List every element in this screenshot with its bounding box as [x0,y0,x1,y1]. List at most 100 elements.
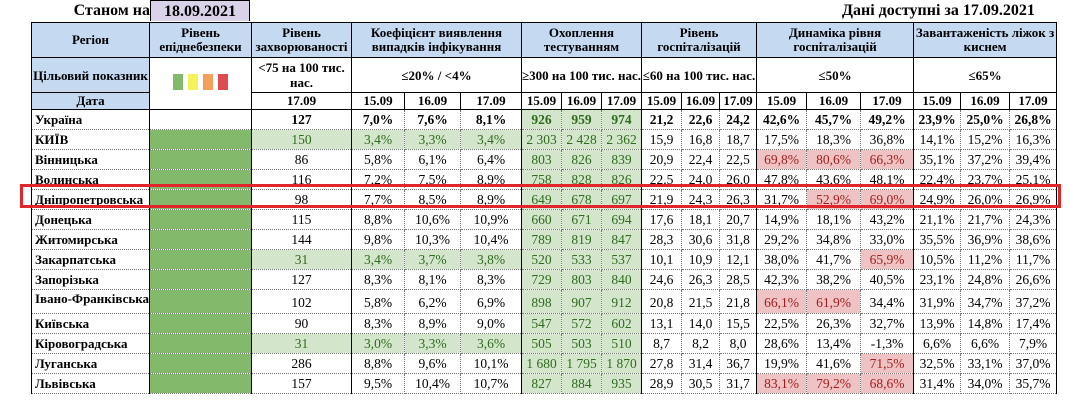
det-value: 9,8% [351,229,405,250]
dyn-value: 41,6% [806,353,862,374]
region-name: Закарпатська [31,249,150,270]
test-value: 926 [521,109,562,130]
test-value: 678 [561,189,602,210]
beds-value: 36,9% [960,229,1011,250]
beds-value: 25,1% [1009,169,1058,190]
region-rows: Україна 127 7,0% 7,6% 8,1% 926 959 974 21,2 22,6 2… [31,109,1058,394]
hosp-value: 24,6 [641,269,683,290]
test-value: 602 [600,313,643,334]
table-row: Волинська 116 7,2% 7,5% 8,9% 758 828 826 22,5 24,… [31,169,1058,190]
dyn-value: 45,7% [806,109,862,130]
region-name: КИЇВ [31,129,150,150]
table-row: Закарпатська 31 3,4% 3,7% 3,8% 520 533 537 10,1 1… [31,249,1058,270]
hosp-value: 36,7 [719,353,758,374]
det-value: 10,4% [460,229,522,250]
test-value: 1 680 [521,353,562,374]
beds-value: 15,2% [960,129,1011,150]
det-value: 3,0% [351,333,405,354]
region-name: Луганська [31,353,150,374]
epi-level-cell [149,269,252,290]
hosp-value: 8,0 [719,333,758,354]
det-value: 10,9% [460,209,522,230]
target-testing: ≥300 на 100 тис. нас. [520,57,643,93]
dyn-value: 31,7% [756,189,808,210]
det-value: 10,3% [404,229,461,250]
hosp-value: 26,3 [719,189,758,210]
beds-value: 14,1% [913,129,962,150]
dyn-value: 43,6% [806,169,862,190]
det-value: 7,2% [351,169,405,190]
det-value: 6,1% [404,149,461,170]
test-value: 649 [521,189,562,210]
dyn-value: 38,0% [756,249,808,270]
beds-value: 33,1% [960,353,1011,374]
region-name: Кіровоградська [31,333,150,354]
hosp-value: 10,9 [681,249,721,270]
dyn-value: 83,1% [756,373,808,394]
dyn-value: 33,0% [860,229,915,250]
det-value: 8,1% [460,109,522,130]
test-value: 533 [561,249,602,270]
hosp-value: 14,0 [681,313,721,334]
dyn-value: 41,7% [806,249,862,270]
as-of-label: Станом на [73,2,150,19]
dyn-value: 40,5% [860,269,915,290]
epi-level-cell [149,333,252,354]
beds-value: 38,6% [1009,229,1058,250]
epi-level-cell [149,149,252,170]
available-date: 17.09.2021 [962,2,1035,19]
hosp-value: 20,7 [719,209,758,230]
date-cell: 15.09 [913,92,962,110]
test-value: 789 [521,229,562,250]
det-value: 8,8% [351,209,405,230]
region-name: Львівська [31,373,150,394]
incidence-value: 86 [251,149,352,170]
test-value: 694 [600,209,643,230]
dyn-value: 61,9% [806,289,862,314]
test-value: 671 [561,209,602,230]
dyn-value: 22,5% [756,313,808,334]
hosp-value: 24,2 [719,109,758,130]
date-cell: 16.09 [960,92,1011,110]
beds-value: 11,7% [1009,249,1058,270]
beds-value: 32,5% [913,353,962,374]
det-value: 9,5% [351,373,405,394]
hosp-value: 21,9 [641,189,683,210]
test-value: 1 870 [600,353,643,374]
col-hospitalization: Рівень госпіталізацій [641,22,758,58]
beds-value: 13,9% [913,313,962,334]
test-value: 935 [600,373,643,394]
test-value: 758 [521,169,562,190]
det-value: 10,7% [460,373,522,394]
hosp-value: 20,9 [641,149,683,170]
test-value: 828 [561,169,602,190]
table-row: Кіровоградська 31 3,0% 3,3% 3,6% 505 503 510 8,7… [31,333,1058,354]
beds-value: 22,4% [913,169,962,190]
table-row: Донецька 115 8,8% 10,6% 10,9% 660 671 694 17,6 18… [31,209,1058,230]
region-name: Волинська [31,169,150,190]
table-row: Луганська 286 8,8% 9,6% 10,1% 1 680 1 795 1 870… [31,353,1058,374]
target-row: Цільовий показник <75 на 100 тис. нас. ≤… [31,57,1058,110]
target-incidence: <75 на 100 тис. нас. [251,57,352,93]
date-label: Дата [31,92,150,110]
report-header: Станом на 18.09.2021 Дані доступні за 17.… [0,0,1074,22]
det-value: 10,6% [404,209,461,230]
date-cell: 17.09 [1009,92,1058,110]
col-hosp-dynamics: Динаміка рівня госпіталізацій [756,22,915,58]
hosp-value: 13,1 [641,313,683,334]
dyn-value: 68,6% [860,373,915,394]
hosp-value: 31,4 [681,353,721,374]
det-value: 6,2% [404,289,461,314]
hosp-value: 22,5 [719,149,758,170]
epi-level-cell [149,353,252,374]
dyn-value: 49,2% [860,109,915,130]
hosp-value: 18,1 [681,209,721,230]
hosp-value: 20,8 [641,289,683,314]
beds-value: 23,1% [913,269,962,290]
dyn-value: 36,8% [860,129,915,150]
beds-value: 37,0% [1009,353,1058,374]
test-value: 826 [561,149,602,170]
det-value: 8,3% [351,313,405,334]
det-value: 3,7% [404,249,461,270]
dyn-value: 47,8% [756,169,808,190]
